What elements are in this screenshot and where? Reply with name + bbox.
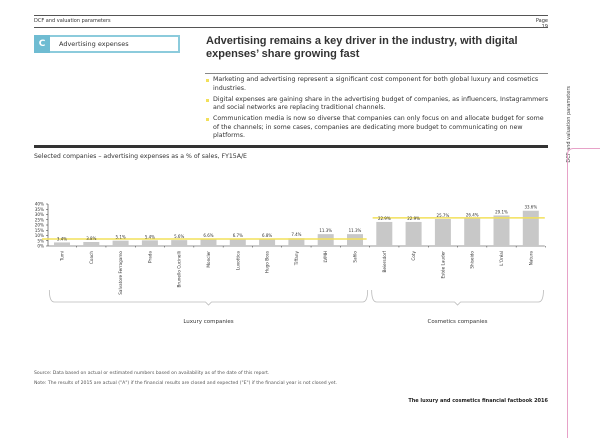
x-tick-label: L'Oréal xyxy=(499,251,504,266)
bar xyxy=(347,234,363,246)
x-tick-label: Estée Lauder xyxy=(440,251,445,279)
header-rule-bottom xyxy=(34,27,548,28)
x-tick-label: Coty xyxy=(411,250,416,260)
chart-title: Selected companies – advertising expense… xyxy=(34,153,247,160)
x-tick-label: Hugo Boss xyxy=(265,251,270,273)
section-tag: C Advertising expenses xyxy=(34,35,180,53)
bullet-item: Digital expenses are gaining share in th… xyxy=(205,96,550,113)
section-letter: C xyxy=(34,35,50,53)
group-label: Cosmetics companies xyxy=(428,319,488,325)
source-note: Source: Data based on actual or estimate… xyxy=(34,371,270,376)
group-label: Luxury companies xyxy=(183,319,233,325)
bar-value-label: 3.4% xyxy=(57,236,67,241)
footnotes: Source: Data based on actual or estimate… xyxy=(34,369,337,389)
group-brace xyxy=(48,289,369,306)
bar-chart: 0%5%10%15%20%25%30%35%40%Average 6.7%Lux… xyxy=(35,202,546,325)
note: Note: The results of 2015 are actual ("A… xyxy=(34,381,337,386)
bar xyxy=(229,238,246,246)
y-tick-label: 40% xyxy=(35,202,44,207)
bar xyxy=(493,215,510,246)
bar-value-label: 5.4% xyxy=(145,234,155,239)
footer-title: The luxury and cosmetics financial factb… xyxy=(408,398,548,404)
bar-value-label: 3.8% xyxy=(86,236,96,241)
y-tick-label: 5% xyxy=(37,238,44,243)
bar xyxy=(83,242,100,246)
bar xyxy=(464,218,481,246)
x-tick-label: Natura xyxy=(528,251,533,266)
section-label: Advertising expenses xyxy=(59,40,129,48)
bullet-list: Marketing and advertising represent a si… xyxy=(205,76,550,143)
y-tick-label: 0% xyxy=(37,244,44,249)
bar-value-label: 6.8% xyxy=(262,233,272,238)
x-tick-label: Moncler xyxy=(206,251,211,268)
bar-value-label: 5.6% xyxy=(174,234,184,239)
x-tick-label: Luxottica xyxy=(235,251,240,271)
bar xyxy=(141,240,158,246)
bar xyxy=(522,210,539,246)
x-tick-label: Salvatore Ferragamo xyxy=(118,251,123,295)
x-tick-label: Prada xyxy=(147,251,152,263)
y-tick-label: 25% xyxy=(35,217,44,222)
bar-value-label: 11.3% xyxy=(349,228,362,233)
bar xyxy=(171,240,188,246)
bar xyxy=(112,240,129,246)
y-tick-label: 35% xyxy=(35,207,44,212)
bar xyxy=(259,238,276,246)
section-name: DCF and valuation parameters xyxy=(34,18,111,24)
x-tick-label: LVMH xyxy=(323,251,328,263)
y-tick-label: 10% xyxy=(35,233,44,238)
bar xyxy=(317,234,334,246)
x-tick-label: Brunello Cucinelli xyxy=(177,251,182,287)
y-tick-label: 15% xyxy=(35,228,44,233)
bar-value-label: 22.9% xyxy=(407,216,420,221)
bar xyxy=(376,221,393,246)
bar-value-label: 26.4% xyxy=(466,212,479,217)
x-tick-label: Tiffany xyxy=(294,250,299,266)
bullet-item: Marketing and advertising represent a si… xyxy=(205,76,550,93)
bar xyxy=(405,221,422,246)
group-brace xyxy=(371,289,544,306)
bar xyxy=(434,219,451,246)
side-tab-border xyxy=(567,148,600,438)
x-tick-label: Shiseido xyxy=(470,251,475,269)
bullet-item: Communication media is now so diverse th… xyxy=(205,115,550,141)
bar xyxy=(288,238,305,246)
x-tick-label: Safilo xyxy=(353,251,358,263)
bar-value-label: 29.1% xyxy=(495,209,508,214)
bar-value-label: 11.3% xyxy=(319,228,332,233)
x-tick-label: Coach xyxy=(89,251,94,264)
header-rule-top xyxy=(34,15,548,16)
chart-rule xyxy=(34,145,548,148)
bar-value-label: 22.9% xyxy=(378,216,391,221)
bar-value-label: 33.6% xyxy=(524,205,537,210)
page-number: Page 19 xyxy=(535,18,548,30)
x-tick-label: Tumi xyxy=(60,251,65,262)
bar xyxy=(200,239,217,246)
y-tick-label: 20% xyxy=(35,223,44,228)
x-tick-label: Beiersdorf xyxy=(382,250,387,272)
bullets-rule xyxy=(205,73,548,74)
bar-value-label: 5.1% xyxy=(116,235,126,240)
y-tick-label: 30% xyxy=(35,212,44,217)
bar-value-label: 25.7% xyxy=(437,213,450,218)
bar-value-label: 6.7% xyxy=(233,233,243,238)
page-title: Advertising remains a key driver in the … xyxy=(206,35,518,60)
bar-value-label: 7.4% xyxy=(291,232,301,237)
bar xyxy=(54,242,70,246)
bar-value-label: 6.6% xyxy=(203,233,213,238)
